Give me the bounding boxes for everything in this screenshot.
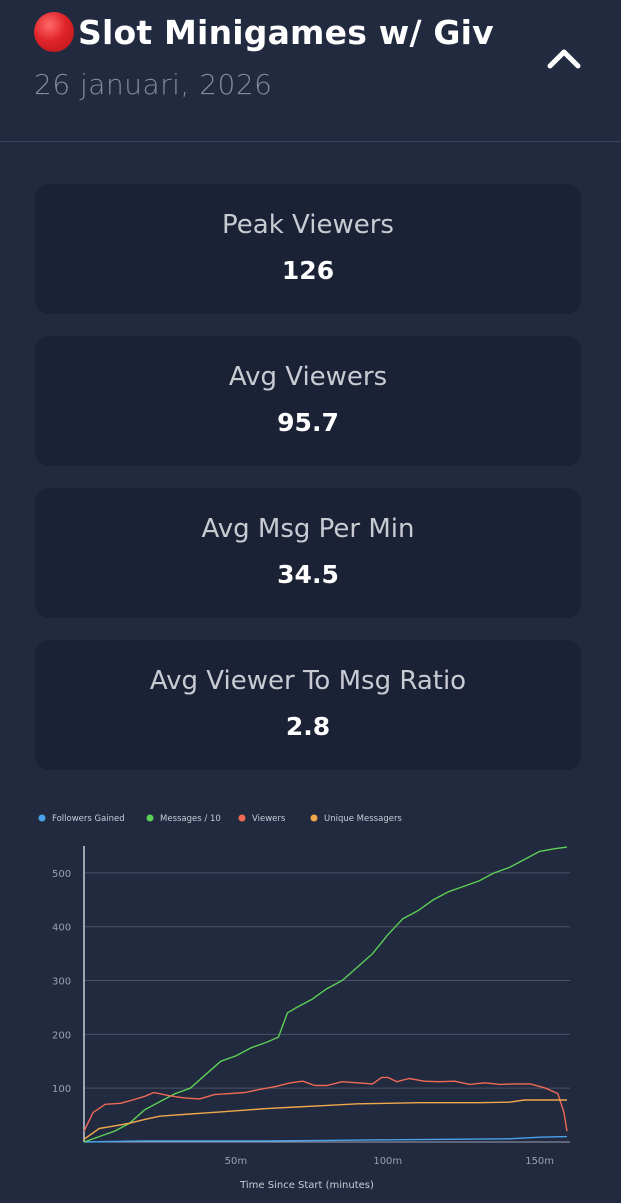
stat-value: 126 — [281, 256, 335, 285]
legend-swatch — [310, 814, 318, 822]
legend-label[interactable]: Viewers — [252, 814, 286, 824]
red-circle-icon — [34, 12, 74, 52]
stat-label: Peak Viewers — [222, 210, 394, 240]
chevron-up-icon — [547, 49, 581, 69]
stat-value: 95.7 — [277, 408, 339, 437]
series-line — [83, 1135, 568, 1143]
legend-swatch — [146, 814, 154, 822]
stream-chart: 100 200 300 400 500 50m 100m 150m Time Since Sta… — [0, 800, 621, 1199]
y-tick-label: 300 — [52, 977, 71, 988]
x-tick-label: 100m — [373, 1156, 402, 1167]
series-line — [83, 1099, 567, 1140]
stream-title: Slot Minigames w/ Giv — [78, 12, 494, 52]
line-chart: 100 200 300 400 500 50m 100m 150m Time Since Sta… — [38, 814, 570, 1191]
stream-header: Slot Minigames w/ Giv 26 januari, 2026 — [0, 0, 621, 142]
y-tick-label: 100 — [52, 1084, 71, 1095]
stat-card-avg-viewers: Avg Viewers 95.7 — [35, 336, 581, 466]
x-tick-label: 150m — [525, 1156, 554, 1167]
legend-label[interactable]: Followers Gained — [52, 814, 125, 824]
legend-label[interactable]: Messages / 10 — [160, 814, 221, 824]
y-tick-label: 200 — [52, 1030, 71, 1041]
stream-date: 26 januari, 2026 — [34, 68, 273, 101]
y-tick-label: 500 — [52, 869, 71, 880]
title-row: Slot Minigames w/ Giv — [34, 12, 494, 52]
y-tick-label: 400 — [52, 923, 71, 934]
stat-card-peak-viewers: Peak Viewers 126 — [35, 184, 581, 314]
legend-swatch — [238, 814, 246, 822]
collapse-button[interactable] — [542, 38, 586, 78]
stat-label: Avg Viewer To Msg Ratio — [149, 666, 467, 696]
stat-card-viewer-msg-ratio: Avg Viewer To Msg Ratio 2.8 — [35, 640, 581, 770]
stat-value: 2.8 — [285, 712, 331, 741]
x-axis-label: Time Since Start (minutes) — [239, 1180, 374, 1191]
legend-swatch — [38, 814, 46, 822]
stat-card-avg-msg-per-min: Avg Msg Per Min 34.5 — [35, 488, 581, 618]
legend-label[interactable]: Unique Messagers — [324, 814, 402, 824]
stat-value: 34.5 — [277, 560, 339, 589]
stat-label: Avg Msg Per Min — [201, 514, 415, 544]
stat-label: Avg Viewers — [228, 362, 388, 392]
series-line — [83, 1076, 568, 1132]
x-tick-label: 50m — [225, 1156, 247, 1167]
series-line — [83, 846, 568, 1143]
